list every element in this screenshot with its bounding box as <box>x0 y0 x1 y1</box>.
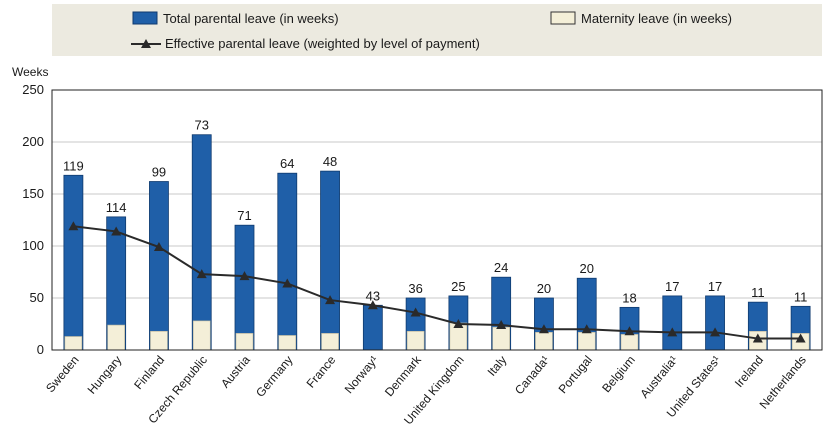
effective-leave-marker <box>538 324 549 334</box>
data-label: 20 <box>579 261 593 276</box>
effective-leave-line <box>68 221 806 343</box>
effective-leave-polyline <box>73 225 801 340</box>
effective-leave-marker <box>239 271 250 281</box>
maternity-leave-bar <box>64 336 83 351</box>
data-label: 114 <box>106 200 127 215</box>
effective-leave-marker <box>710 327 721 337</box>
maternity-leave-bar <box>278 335 297 351</box>
maternity-leave-bar <box>235 333 254 351</box>
effective-leave-marker <box>282 278 293 288</box>
total-leave-bar <box>362 304 383 351</box>
total-leave-bar <box>320 170 340 351</box>
effective-leave-marker <box>153 242 164 252</box>
y-tick-label: 150 <box>22 186 44 201</box>
y-tick-label: 0 <box>37 342 44 357</box>
legend: Total parental leave (in weeks) Maternit… <box>52 4 822 56</box>
total-leave-bar <box>234 224 255 351</box>
effective-leave-marker <box>795 333 806 343</box>
category-label: Hungary <box>85 353 125 397</box>
effective-leave-marker <box>581 324 592 334</box>
data-label: 18 <box>622 290 636 305</box>
maternity-leave-bar <box>535 332 553 351</box>
data-label: 17 <box>665 279 679 294</box>
data-labels: 119 114 99 73 71 64 48 43 36 25 24 20 20 18 17 17 11 11 <box>63 118 807 306</box>
total-leave-bar <box>191 134 212 351</box>
data-label: 73 <box>194 118 208 133</box>
effective-leave-marker <box>624 326 635 336</box>
effective-leave-marker <box>325 295 336 305</box>
category-label: Canada¹ <box>512 353 552 397</box>
maternity-leave-bar <box>406 330 425 351</box>
category-label: Australia¹ <box>637 353 680 401</box>
y-tick-label: 100 <box>22 238 44 253</box>
data-label: 36 <box>408 281 422 296</box>
legend-effective-marker <box>141 39 151 48</box>
plot-frame <box>51 89 823 351</box>
data-label: 20 <box>537 281 551 296</box>
data-label: 11 <box>751 285 765 300</box>
y-tick-label: 50 <box>30 290 44 305</box>
effective-leave-marker <box>196 269 207 279</box>
maternity-leave-bar <box>192 320 211 351</box>
legend-total-label: Total parental leave (in weeks) <box>163 11 339 26</box>
data-label: 11 <box>794 289 808 304</box>
effective-leave-marker <box>68 221 79 231</box>
effective-leave-marker <box>752 333 763 343</box>
legend-effective-label: Effective parental leave (weighted by le… <box>165 36 480 51</box>
category-label: Belgium <box>599 353 638 395</box>
legend-background <box>52 4 822 56</box>
y-tick-label: 250 <box>22 82 44 97</box>
legend-total-swatch <box>132 11 158 25</box>
category-label: Portugal <box>556 353 595 396</box>
total-leave-bar <box>149 181 169 351</box>
category-label: France <box>304 353 339 391</box>
category-label: Denmark <box>382 352 425 399</box>
gridlines <box>52 141 822 299</box>
category-label: Norway¹ <box>342 353 381 396</box>
data-label: 48 <box>323 154 337 169</box>
maternity-leave-bar <box>492 326 510 351</box>
legend-maternity-label: Maternity leave (in weeks) <box>581 11 732 26</box>
effective-leave-marker <box>667 327 678 337</box>
effective-leave-marker <box>496 320 507 330</box>
effective-leave-marker <box>367 300 378 310</box>
data-label: 43 <box>366 288 380 303</box>
data-label: 71 <box>237 208 251 223</box>
total-leave-bar <box>277 172 298 351</box>
data-label: 17 <box>708 279 722 294</box>
category-label: Austria <box>218 353 253 391</box>
y-axis-title: Weeks <box>12 65 48 79</box>
maternity-leave-bar <box>321 333 339 351</box>
maternity-leave-bar <box>577 332 596 351</box>
data-label: 99 <box>152 165 166 180</box>
maternity-leave-bar <box>150 330 168 351</box>
category-label: Finland <box>131 353 167 392</box>
data-label: 25 <box>451 279 465 294</box>
maternity-leave-bar <box>620 334 639 351</box>
effective-leave-marker <box>111 226 122 236</box>
total-leave-bar <box>662 295 683 351</box>
y-tick-label: 200 <box>22 134 44 149</box>
total-leave-bar <box>63 174 84 351</box>
effective-leave-marker <box>410 307 421 317</box>
category-label: Sweden <box>43 353 82 395</box>
effective-leave-marker <box>453 319 464 328</box>
total-leave-bar <box>705 295 725 351</box>
maternity-leave-bar <box>107 324 125 351</box>
category-label: Germany <box>253 353 295 400</box>
category-label: Ireland <box>732 353 766 390</box>
legend-maternity-swatch <box>550 11 576 25</box>
data-label: 119 <box>63 158 84 173</box>
category-label: Italy <box>485 353 510 379</box>
y-tick-labels: 0 50 100 150 200 250 <box>22 82 44 357</box>
data-label: 64 <box>280 156 294 171</box>
data-label: 24 <box>494 260 508 275</box>
